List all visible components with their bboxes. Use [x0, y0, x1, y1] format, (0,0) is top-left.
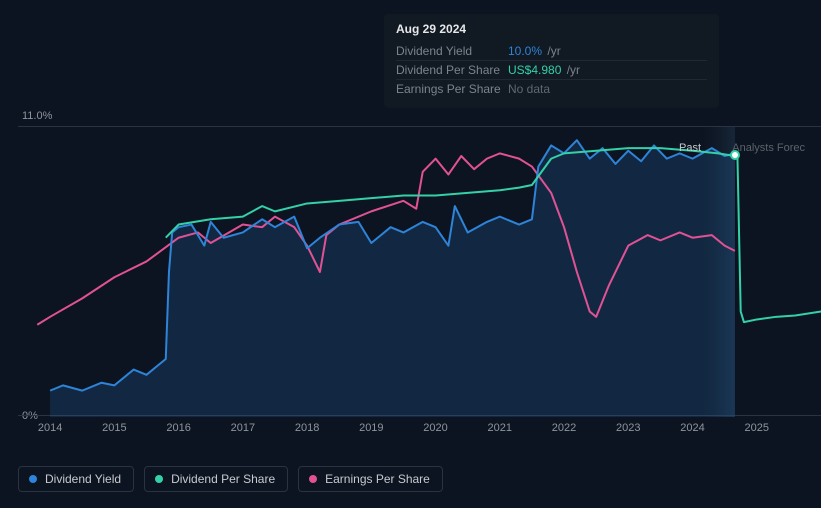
chart-svg — [18, 127, 821, 417]
tooltip-value: No data — [508, 82, 550, 96]
tooltip-row: Dividend Yield10.0% /yr — [396, 42, 707, 60]
past-label: Past — [679, 142, 701, 154]
x-axis-tick: 2014 — [38, 422, 62, 434]
tooltip-value: US$4.980 /yr — [508, 63, 580, 77]
tooltip-label: Earnings Per Share — [396, 82, 508, 96]
x-axis-tick: 2015 — [102, 422, 126, 434]
x-axis-tick: 2020 — [423, 422, 447, 434]
legend-label: Dividend Per Share — [171, 472, 275, 486]
x-axis-tick: 2022 — [552, 422, 576, 434]
legend-dot-icon — [155, 475, 163, 483]
x-axis-tick: 2018 — [295, 422, 319, 434]
x-axis-tick: 2021 — [488, 422, 512, 434]
legend-item-dividend-yield[interactable]: Dividend Yield — [18, 466, 134, 492]
tooltip-label: Dividend Yield — [396, 44, 508, 58]
legend-item-earnings-per-share[interactable]: Earnings Per Share — [298, 466, 443, 492]
x-axis-tick: 2017 — [231, 422, 255, 434]
tooltip-row: Dividend Per ShareUS$4.980 /yr — [396, 60, 707, 79]
legend: Dividend Yield Dividend Per Share Earnings… — [18, 466, 443, 492]
tooltip-label: Dividend Per Share — [396, 63, 508, 77]
plot-area[interactable] — [18, 126, 821, 416]
forecast-label: Analysts Forec — [732, 142, 805, 154]
tooltip-date: Aug 29 2024 — [396, 22, 707, 36]
legend-label: Dividend Yield — [45, 472, 121, 486]
legend-dot-icon — [309, 475, 317, 483]
x-axis-tick: 2016 — [166, 422, 190, 434]
x-axis-tick: 2023 — [616, 422, 640, 434]
chart-tooltip: Aug 29 2024 Dividend Yield10.0% /yrDivid… — [384, 14, 719, 108]
legend-item-dividend-per-share[interactable]: Dividend Per Share — [144, 466, 288, 492]
y-axis-max: 11.0% — [22, 110, 52, 122]
tooltip-value: 10.0% /yr — [508, 44, 561, 58]
x-axis-tick: 2024 — [680, 422, 704, 434]
x-axis-tick: 2025 — [745, 422, 769, 434]
current-marker — [730, 150, 740, 160]
legend-dot-icon — [29, 475, 37, 483]
x-axis-tick: 2019 — [359, 422, 383, 434]
tooltip-row: Earnings Per ShareNo data — [396, 79, 707, 98]
legend-label: Earnings Per Share — [325, 472, 430, 486]
